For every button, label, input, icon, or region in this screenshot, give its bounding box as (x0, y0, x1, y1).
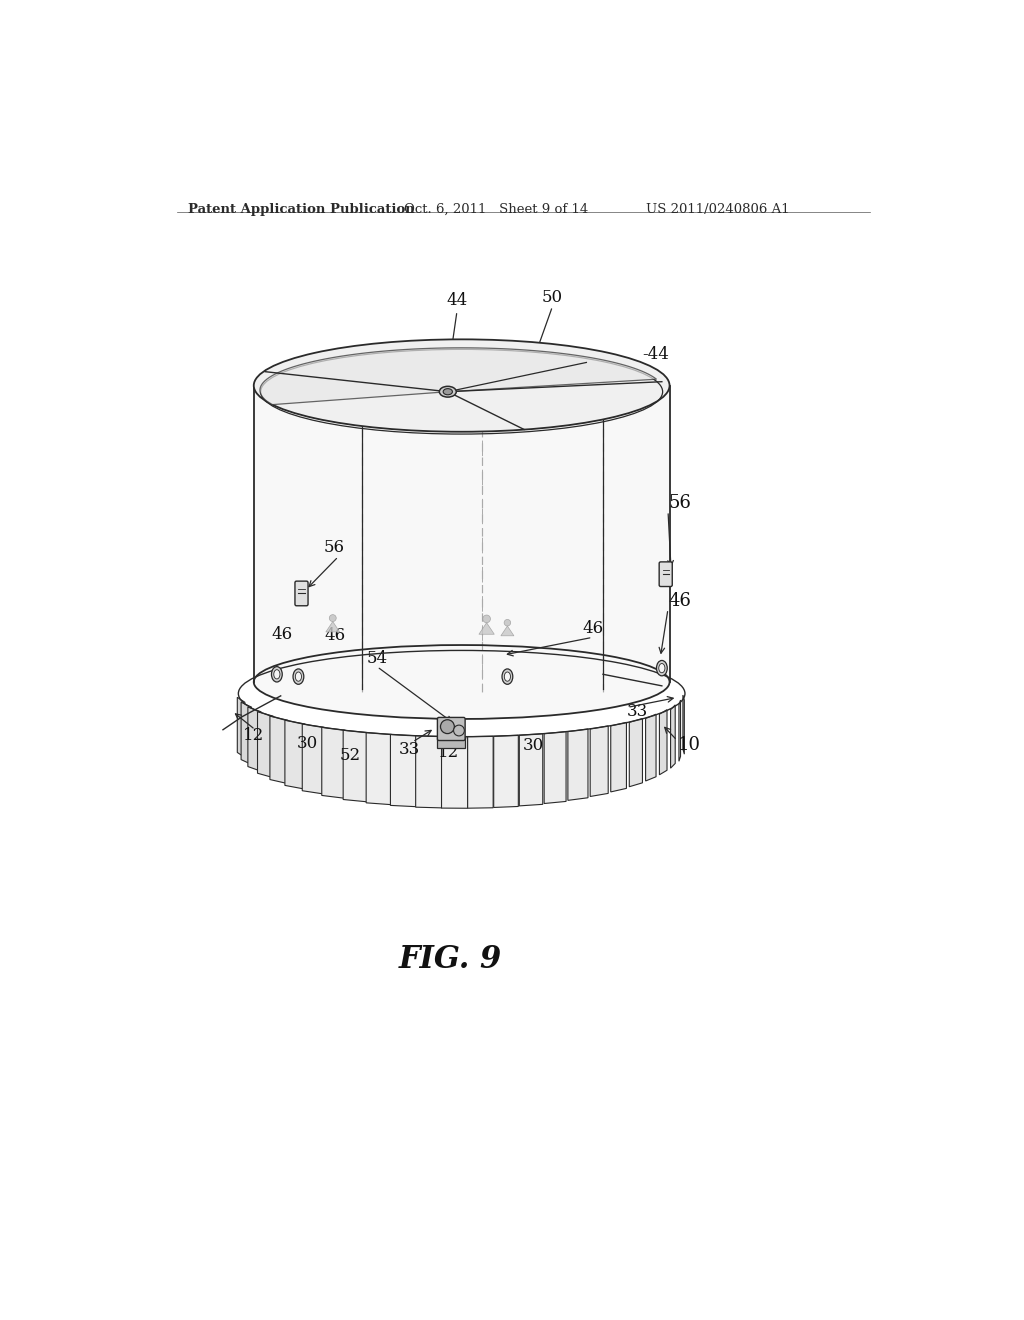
Text: Oct. 6, 2011   Sheet 9 of 14: Oct. 6, 2011 Sheet 9 of 14 (403, 203, 588, 216)
Polygon shape (501, 626, 514, 636)
Ellipse shape (504, 672, 511, 681)
Polygon shape (390, 734, 417, 807)
Polygon shape (270, 717, 288, 784)
Text: -44: -44 (643, 346, 670, 363)
Polygon shape (367, 733, 391, 805)
Circle shape (440, 719, 455, 734)
FancyBboxPatch shape (437, 718, 465, 741)
Text: US 2011/0240806 A1: US 2011/0240806 A1 (646, 203, 791, 216)
Polygon shape (248, 708, 261, 771)
FancyBboxPatch shape (437, 738, 465, 748)
Text: FIG. 9: FIG. 9 (398, 944, 502, 974)
Text: 30: 30 (522, 737, 544, 754)
Polygon shape (343, 730, 368, 801)
Text: 33: 33 (628, 702, 648, 719)
Text: 46: 46 (668, 593, 691, 610)
Text: 56: 56 (325, 539, 345, 556)
Ellipse shape (658, 664, 665, 673)
Ellipse shape (656, 660, 668, 676)
Polygon shape (645, 714, 656, 781)
Polygon shape (659, 710, 667, 775)
Text: 49: 49 (417, 396, 437, 413)
Polygon shape (479, 623, 495, 635)
Polygon shape (260, 348, 656, 405)
Circle shape (482, 615, 490, 623)
Text: 46: 46 (271, 626, 293, 643)
FancyBboxPatch shape (295, 581, 308, 606)
Polygon shape (610, 722, 627, 792)
Polygon shape (630, 718, 642, 787)
Ellipse shape (439, 387, 457, 397)
Polygon shape (568, 729, 588, 800)
Circle shape (504, 619, 511, 626)
Polygon shape (326, 622, 340, 632)
Text: 46: 46 (324, 627, 345, 644)
Circle shape (454, 725, 464, 737)
Ellipse shape (443, 388, 453, 395)
Circle shape (330, 615, 336, 622)
Text: 56: 56 (668, 495, 691, 512)
Polygon shape (468, 737, 494, 808)
FancyBboxPatch shape (659, 562, 672, 586)
Polygon shape (683, 696, 684, 754)
Polygon shape (494, 735, 518, 808)
Text: 12: 12 (243, 727, 264, 744)
Text: 33: 33 (398, 742, 420, 758)
Ellipse shape (295, 672, 301, 681)
Text: Patent Application Publication: Patent Application Publication (188, 203, 415, 216)
Ellipse shape (271, 667, 283, 682)
Ellipse shape (293, 669, 304, 684)
Text: 54: 54 (367, 651, 387, 668)
Polygon shape (671, 705, 675, 768)
Polygon shape (322, 727, 345, 799)
Text: 52: 52 (339, 747, 360, 764)
Text: 44: 44 (446, 292, 468, 309)
Text: 12: 12 (438, 744, 459, 762)
Polygon shape (519, 734, 543, 807)
Ellipse shape (273, 669, 280, 678)
Text: 10: 10 (677, 737, 700, 754)
Polygon shape (254, 385, 670, 719)
Polygon shape (238, 697, 245, 758)
Ellipse shape (254, 339, 670, 432)
Text: 30: 30 (297, 735, 318, 752)
Polygon shape (241, 702, 252, 764)
Ellipse shape (502, 669, 513, 684)
Polygon shape (257, 711, 273, 777)
Polygon shape (679, 700, 681, 762)
Text: 46: 46 (582, 619, 603, 636)
Polygon shape (544, 731, 566, 804)
Polygon shape (441, 737, 468, 808)
Polygon shape (285, 721, 305, 789)
Text: 50: 50 (542, 289, 563, 305)
Polygon shape (416, 735, 442, 808)
Polygon shape (590, 726, 608, 796)
Polygon shape (302, 723, 325, 795)
